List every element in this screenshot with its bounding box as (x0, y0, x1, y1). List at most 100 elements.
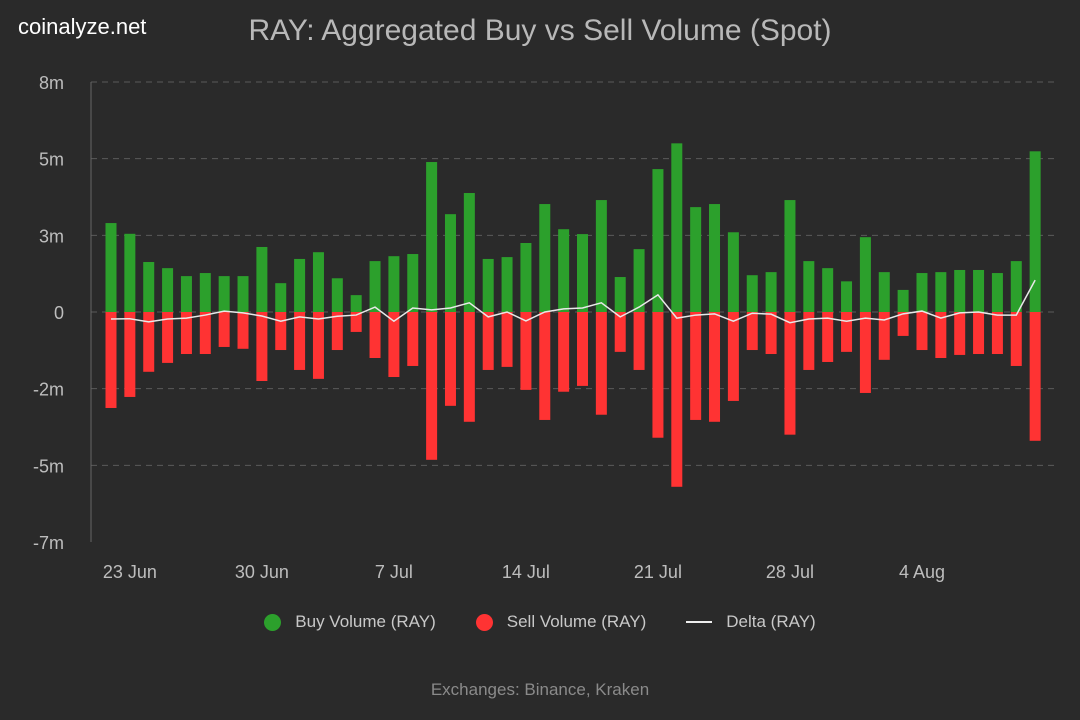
delta-line (110, 279, 1036, 324)
buy-bar (671, 143, 683, 312)
buy-bar (143, 262, 155, 312)
sell-bar (539, 312, 551, 420)
buy-bar (369, 261, 381, 312)
buy-bar (709, 204, 721, 312)
buy-bar (501, 257, 513, 312)
sell-bar (784, 312, 796, 435)
sell-bar (746, 312, 758, 351)
buy-bar (595, 200, 607, 312)
sell-bar (501, 312, 513, 367)
y-tick-label: 0 (54, 303, 64, 323)
y-tick-label: -2m (33, 380, 64, 400)
buy-bar (746, 275, 758, 312)
sell-bar (444, 312, 456, 406)
sell-bar (991, 312, 1003, 355)
buy-bar (784, 200, 796, 312)
buy-bar (803, 261, 815, 312)
buy-bar (897, 289, 909, 312)
x-tick-label: 14 Jul (502, 562, 550, 582)
y-tick-label: -5m (33, 456, 64, 476)
buy-bar (954, 269, 966, 312)
x-tick-label: 23 Jun (103, 562, 157, 582)
legend-label-delta: Delta (RAY) (726, 612, 816, 631)
buy-bar (558, 229, 570, 312)
sell-bar (275, 312, 287, 351)
sell-bar (199, 312, 211, 355)
buy-bar (973, 269, 985, 312)
y-tick-label: 5m (39, 150, 64, 170)
x-tick-label: 30 Jun (235, 562, 289, 582)
buy-bar (859, 237, 871, 312)
legend: Buy Volume (RAY) Sell Volume (RAY) Delta… (0, 612, 1080, 632)
buy-bar (426, 162, 438, 312)
buy-bar (331, 278, 343, 312)
sell-bar (595, 312, 607, 415)
buy-bar (916, 273, 928, 312)
buy-bar (388, 256, 400, 312)
buy-bar (765, 272, 777, 312)
legend-item-delta[interactable]: Delta (RAY) (686, 612, 816, 632)
legend-item-buy[interactable]: Buy Volume (RAY) (264, 612, 436, 632)
legend-item-sell[interactable]: Sell Volume (RAY) (475, 612, 647, 632)
x-tick-label: 28 Jul (766, 562, 814, 582)
buy-bar (312, 252, 324, 312)
chart-title-text: RAY: Aggregated Buy vs Sell Volume (Spot… (248, 14, 832, 47)
legend-label-buy: Buy Volume (RAY) (295, 612, 436, 631)
sell-bar (633, 312, 645, 370)
sell-bar (841, 312, 853, 352)
buy-bar (350, 295, 362, 312)
sell-bar (803, 312, 815, 370)
buy-bar (463, 193, 475, 312)
buy-bar (991, 273, 1003, 312)
sell-bar (690, 312, 702, 420)
buy-bar (444, 214, 456, 312)
sell-bar (765, 312, 777, 355)
buy-bar (180, 276, 192, 312)
sell-bar (709, 312, 721, 422)
sell-bar (916, 312, 928, 351)
sell-bar (237, 312, 249, 349)
sell-bar (878, 312, 890, 360)
sell-bar (143, 312, 155, 372)
buy-bar (935, 272, 947, 312)
sell-bar (369, 312, 381, 358)
sell-bar (935, 312, 947, 358)
sell-bar (294, 312, 306, 370)
x-tick-label: 4 Aug (899, 562, 945, 582)
sell-bar (256, 312, 268, 381)
brand-logo-text[interactable]: coinalyze.net (18, 14, 147, 39)
sell-bar (218, 312, 230, 347)
sell-bar (973, 312, 985, 355)
delta-line-icon (686, 621, 713, 623)
sell-bar (859, 312, 871, 393)
y-tick-label: 3m (39, 226, 64, 246)
buy-bar (218, 276, 230, 312)
buy-bar (841, 281, 853, 312)
chart-title: RAY: Aggregated Buy vs Sell Volume (Spot… (0, 14, 1080, 48)
sell-bar (388, 312, 400, 378)
sell-bar (897, 312, 909, 336)
sell-bar (463, 312, 475, 422)
sell-bar (1029, 312, 1041, 441)
sell-bar (124, 312, 136, 397)
buy-bar (1010, 261, 1022, 312)
sell-bar (312, 312, 324, 379)
legend-label-sell: Sell Volume (RAY) (506, 612, 647, 631)
buy-bar (162, 268, 174, 312)
sell-bar (520, 312, 532, 390)
buy-dot-icon (264, 613, 282, 631)
sell-bar (727, 312, 739, 401)
chart-area: 8m 5m 3m 0 -2m -5m -7m 23 Jun 30 Jun 7 Jul 14 Jul 2… (33, 73, 1055, 582)
sell-bar (577, 312, 588, 386)
sell-bar (1010, 312, 1022, 366)
buy-bar (539, 204, 551, 312)
sell-bar (105, 312, 117, 408)
buy-bar (822, 268, 834, 312)
sell-dot-icon (475, 613, 493, 631)
buy-bar (520, 243, 532, 312)
y-tick-label: 8m (39, 73, 64, 93)
sell-bar (331, 312, 343, 351)
exchanges-footer: Exchanges: Binance, Kraken (430, 680, 650, 699)
buy-bar (237, 276, 249, 312)
buy-bar (294, 258, 306, 312)
